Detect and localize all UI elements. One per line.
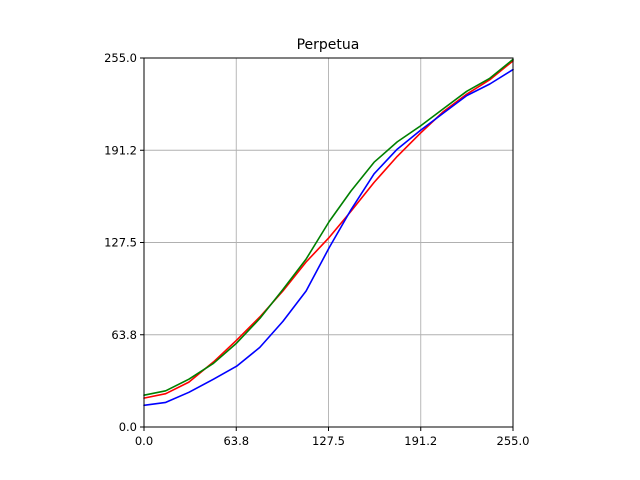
x-tick-label: 191.2 (404, 434, 437, 448)
series-line-1 (143, 58, 514, 397)
y-tick-label: 191.2 (104, 143, 137, 157)
y-tick-label: 127.5 (104, 236, 137, 250)
y-tick-label: 0.0 (119, 420, 137, 434)
series-line-2 (143, 68, 514, 407)
y-tick-label: 63.8 (111, 328, 137, 342)
series-lines (143, 58, 514, 407)
y-axis: 0.0 63.8 127.5 191.2 255.0 (104, 51, 144, 434)
x-tick-label: 0.0 (135, 434, 153, 448)
x-tick-label: 127.5 (312, 434, 345, 448)
y-tick-label: 255.0 (104, 51, 137, 65)
chart-title: Perpetua (297, 37, 360, 53)
x-tick-label: 63.8 (223, 434, 249, 448)
x-tick-label: 255.0 (497, 434, 530, 448)
x-axis: 0.0 63.8 127.5 191.2 255.0 (135, 427, 530, 448)
